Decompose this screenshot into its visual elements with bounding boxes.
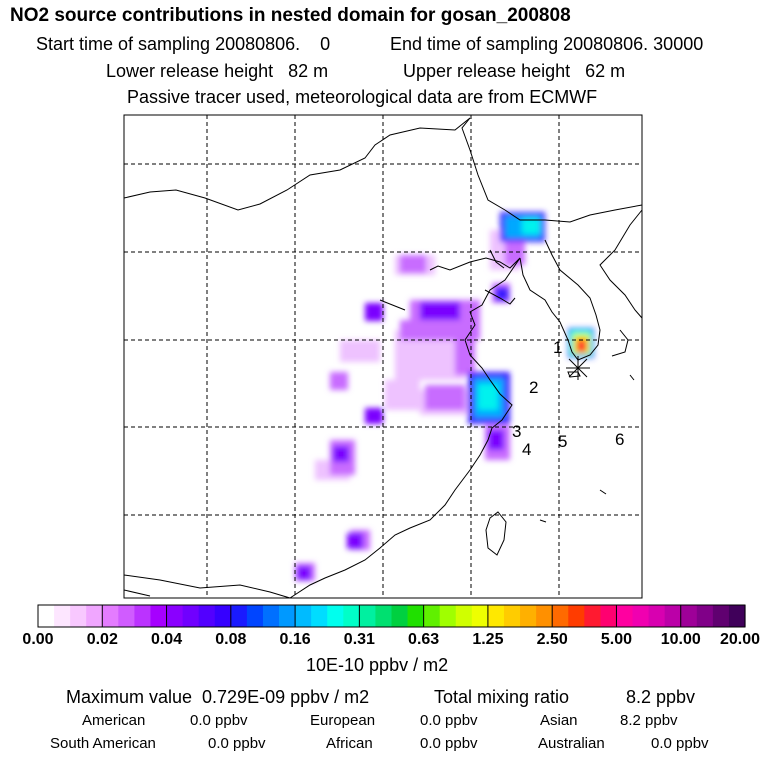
colorbar-cell [230,605,248,627]
colorbar-cell [54,605,71,627]
colorbar-cell [728,605,746,627]
colorbar-cell [182,605,200,627]
tracer-info: Passive tracer used, meteorological data… [127,87,598,107]
european-value: 0.0 ppbv [420,712,478,729]
end-time-label: End time of sampling 20080806. 30000 [390,34,704,54]
total-mixing-value: 8.2 ppbv [626,687,696,707]
colorbar-cell [455,605,473,627]
colorbar-cell [279,605,296,627]
colorbar-cell [70,605,87,627]
colorbar-cell [584,605,601,627]
colorbar-cell [198,605,216,627]
colorbar-cell [391,605,409,627]
total-mixing-label: Total mixing ratio [434,687,570,707]
colorbar-tick-label: 0.02 [86,631,118,648]
colorbar-cell [520,605,537,627]
marker-3: 3 [512,422,521,441]
marker-2: 2 [529,378,538,397]
colorbar-cell [359,605,377,627]
south-american-label: South American [50,735,156,752]
colorbar-cell [214,605,232,627]
colorbar-cell [134,605,152,627]
colorbar-unit: 10E-10 ppbv / m2 [306,655,449,675]
colorbar-cell [664,605,682,627]
american-label: American [82,712,146,729]
colorbar-cell [311,605,328,627]
colorbar-cell [503,605,521,627]
colorbar-cell [327,605,344,627]
colorbar-cell [552,605,569,627]
colorbar-cell [375,605,393,627]
colorbar-tick-label: 0.63 [408,631,440,648]
american-value: 0.0 ppbv [190,712,248,729]
colorbar-tick-label: 0.31 [343,631,375,648]
max-value-label: Maximum value 0.729E-09 ppbv / m2 [66,687,370,707]
colorbar-cell [680,605,698,627]
emission-plumes [295,212,594,581]
colorbar-cell [343,605,360,627]
colorbar-cell [568,605,585,627]
colorbar-cell [600,605,618,627]
colorbar-cell [102,605,119,627]
colorbar-cell [423,605,441,627]
colorbar-cell [38,605,55,627]
african-label: African [326,735,373,752]
colorbar-cell [407,605,425,627]
marker-5: 5 [558,432,567,451]
receptor-star-icon [566,356,590,380]
lower-release-height: Lower release height 82 m [106,61,329,81]
grid-lines [124,115,642,598]
australian-value: 0.0 ppbv [651,735,709,752]
colorbar-cell [150,605,168,627]
start-time-label: Start time of sampling 20080806. 0 [36,34,331,54]
colorbar-tick-label: 0.04 [150,631,183,648]
colorbar-cell [166,605,184,627]
region-markers: 1 2 3 4 5 6 [512,338,624,459]
australian-label: Australian [538,735,605,752]
colorbar-cell [246,605,264,627]
asian-label: Asian [540,712,578,729]
colorbar-cell [439,605,457,627]
european-label: European [310,712,376,729]
colorbar-cell [712,605,730,627]
colorbar-cell [536,605,553,627]
colorbar-tick-label: 0.00 [22,631,54,648]
colorbar-tick-label: 1.25 [472,631,504,648]
african-value: 0.0 ppbv [420,735,478,752]
coastlines [123,117,643,599]
marker-1: 1 [553,338,562,357]
marker-4: 4 [522,440,531,459]
colorbar-tick-label: 5.00 [600,631,633,648]
south-american-value: 0.0 ppbv [208,735,266,752]
chart-title: NO2 source contributions in nested domai… [10,5,571,26]
colorbar-cell [487,605,505,627]
colorbar-tick-label: 10.00 [660,631,701,648]
map-plot: 1 2 3 4 5 6 [123,114,643,599]
colorbar-cell [86,605,103,627]
colorbar [37,604,746,628]
colorbar-cell [262,605,280,627]
colorbar-tick-label: 0.08 [215,631,247,648]
colorbar-cell [118,605,136,627]
colorbar-cell [696,605,714,627]
colorbar-cell [632,605,650,627]
colorbar-cell [471,605,489,627]
colorbar-cell [616,605,634,627]
colorbar-tick-label: 20.00 [719,631,761,648]
colorbar-tick-label: 2.50 [536,631,568,648]
colorbar-tick-label: 0.16 [279,631,311,648]
colorbar-cell [295,605,312,627]
marker-6: 6 [615,430,624,449]
asian-value: 8.2 ppbv [620,712,678,729]
colorbar-cell [648,605,666,627]
upper-release-height: Upper release height 62 m [403,61,626,81]
